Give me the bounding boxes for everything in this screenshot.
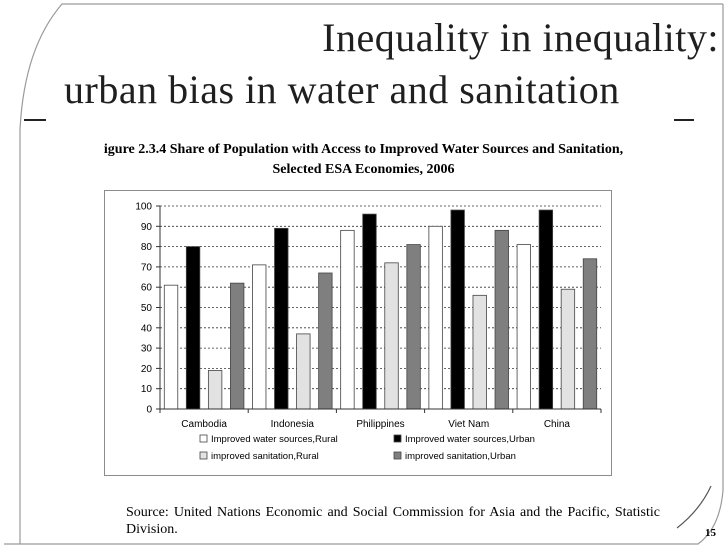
legend-swatch — [393, 434, 402, 443]
bar — [318, 272, 333, 410]
x-tick-label: Philippines — [356, 419, 404, 430]
bar — [582, 258, 598, 410]
bar — [472, 294, 487, 410]
y-tick-label: 40 — [141, 323, 153, 334]
bar — [207, 370, 223, 410]
bar — [230, 282, 245, 410]
y-tick-label: 60 — [141, 283, 153, 294]
source-note: Source: United Nations Economic and Soci… — [126, 505, 660, 537]
y-axis: 0 10 20 30 40 50 60 70 80 90 100 — [135, 202, 161, 416]
bar — [516, 244, 531, 410]
y-tick-label: 90 — [141, 222, 153, 233]
bar — [274, 227, 289, 410]
x-tick-label: Viet Nam — [448, 419, 489, 430]
bar — [296, 333, 311, 410]
x-axis: Cambodia Indonesia Philippines Viet Nam Chin… — [159, 408, 602, 430]
chart-legend: Improved water sources,Rural Improved wat… — [199, 434, 535, 462]
frame-right-edge — [4, 4, 724, 545]
page-number: 15 — [705, 527, 716, 539]
y-tick-label: 70 — [141, 262, 153, 273]
y-tick-label: 100 — [135, 202, 152, 213]
bar — [406, 244, 421, 410]
legend-swatch — [199, 451, 208, 460]
y-tick-label: 80 — [141, 242, 153, 253]
frame-inner-curve — [676, 485, 712, 529]
y-tick-label: 50 — [141, 303, 153, 314]
bar — [560, 288, 576, 410]
bar — [538, 209, 554, 410]
bar — [340, 229, 355, 410]
legend-label: Improved water sources,Rural — [211, 434, 338, 445]
legend-label: improved sanitation,Urban — [405, 451, 516, 462]
legend-swatch — [199, 434, 208, 443]
x-tick-label: China — [544, 419, 571, 430]
x-tick-label: Cambodia — [181, 419, 227, 430]
legend-label: improved sanitation,Rural — [211, 451, 319, 462]
legend-label: Improved water sources,Urban — [405, 434, 535, 445]
chart-border — [104, 190, 612, 476]
figure-caption-line-2: Selected ESA Economies, 2006 — [272, 162, 455, 177]
y-tick-label: 30 — [141, 344, 153, 355]
bar — [362, 213, 377, 410]
y-tick-label: 0 — [146, 405, 152, 416]
x-tick-label: Indonesia — [271, 419, 315, 430]
bar-chart: 0 10 20 30 40 50 60 70 80 90 100 Cambodia Indonesia… — [104, 190, 612, 476]
bar — [428, 225, 443, 410]
bar — [185, 246, 201, 410]
bar — [163, 284, 179, 410]
legend-swatch — [393, 451, 402, 460]
chart-bars — [163, 209, 598, 410]
y-tick-label: 20 — [141, 364, 153, 375]
slide-title-line-1: Inequality in inequality: — [322, 15, 719, 60]
slide-title-line-2: urban bias in water and sanitation — [64, 67, 620, 112]
bar — [450, 209, 465, 410]
bar — [384, 262, 399, 410]
y-tick-label: 10 — [141, 384, 153, 395]
figure-caption-line-1: igure 2.3.4 Share of Population with Acc… — [103, 142, 624, 157]
frame-top-left-curve — [19, 3, 723, 131]
bar — [252, 264, 267, 410]
bar — [494, 229, 509, 410]
